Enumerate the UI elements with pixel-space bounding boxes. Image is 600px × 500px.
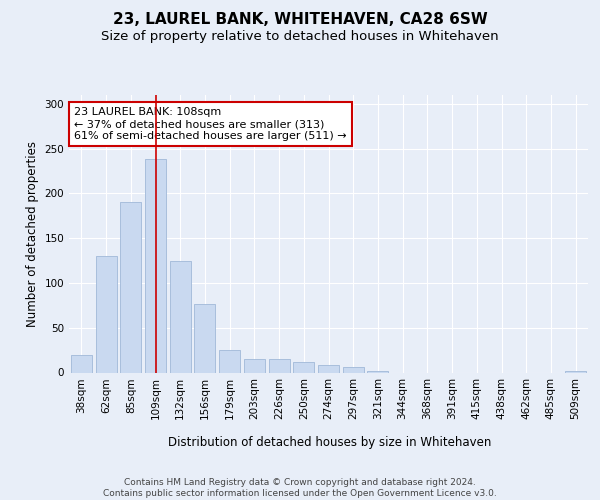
Bar [367, 370, 388, 372]
Bar [194, 304, 215, 372]
Bar [565, 370, 586, 372]
Text: Distribution of detached houses by size in Whitehaven: Distribution of detached houses by size … [169, 436, 491, 449]
Text: 23 LAUREL BANK: 108sqm
← 37% of detached houses are smaller (313)
61% of semi-de: 23 LAUREL BANK: 108sqm ← 37% of detached… [74, 108, 347, 140]
Bar [71, 354, 92, 372]
Bar [269, 359, 290, 372]
Bar [293, 362, 314, 372]
Y-axis label: Number of detached properties: Number of detached properties [26, 141, 39, 327]
Bar [95, 256, 116, 372]
Text: Size of property relative to detached houses in Whitehaven: Size of property relative to detached ho… [101, 30, 499, 43]
Bar [219, 350, 240, 372]
Bar [318, 366, 339, 372]
Bar [120, 202, 141, 372]
Text: Contains HM Land Registry data © Crown copyright and database right 2024.
Contai: Contains HM Land Registry data © Crown c… [103, 478, 497, 498]
Bar [145, 160, 166, 372]
Text: 23, LAUREL BANK, WHITEHAVEN, CA28 6SW: 23, LAUREL BANK, WHITEHAVEN, CA28 6SW [113, 12, 487, 28]
Bar [170, 260, 191, 372]
Bar [244, 359, 265, 372]
Bar [343, 367, 364, 372]
